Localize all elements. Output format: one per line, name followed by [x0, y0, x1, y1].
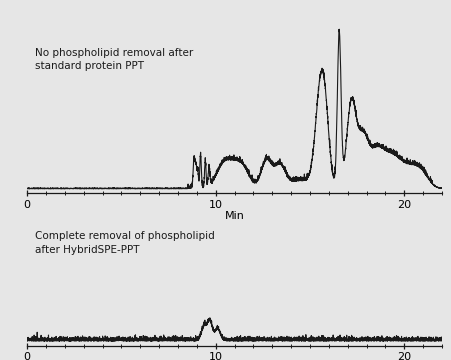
Text: No phospholipid removal after
standard protein PPT: No phospholipid removal after standard p… [35, 48, 193, 71]
Text: Complete removal of phospholipid
after HybridSPE-PPT: Complete removal of phospholipid after H… [35, 231, 215, 255]
X-axis label: Min: Min [225, 211, 244, 221]
